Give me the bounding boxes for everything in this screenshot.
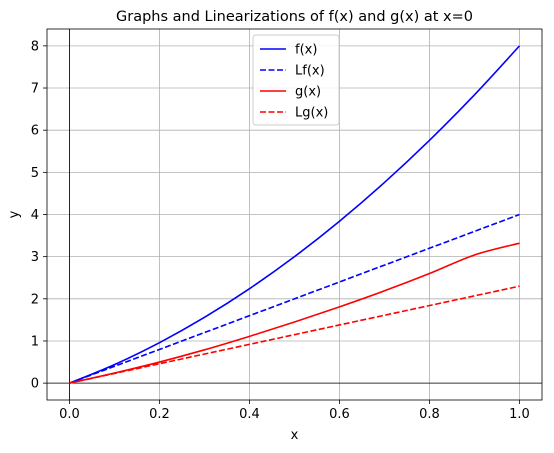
x-tick-label: 0.6 xyxy=(329,407,350,422)
legend-label: Lg(x) xyxy=(295,106,328,121)
x-tick-label: 0.0 xyxy=(59,407,80,422)
y-tick-label: 1 xyxy=(31,334,39,349)
legend-label: g(x) xyxy=(295,85,321,100)
series-line-fx xyxy=(69,45,521,384)
x-tick-label: 0.2 xyxy=(149,407,170,422)
series-line-lfx xyxy=(69,213,520,384)
legend: f(x) Lf(x) g(x) Lg(x) xyxy=(252,34,340,126)
y-tick-label: 0 xyxy=(31,377,39,392)
x-axis-label: x xyxy=(291,428,299,443)
y-tick-label: 2 xyxy=(31,292,39,307)
series xyxy=(69,45,521,384)
legend-label: f(x) xyxy=(295,43,317,58)
y-tick-label: 8 xyxy=(31,39,39,54)
y-tick-label: 5 xyxy=(31,166,39,181)
legend-label: Lf(x) xyxy=(295,64,325,79)
x-tick-label: 1.0 xyxy=(509,407,530,422)
series-line-gx xyxy=(69,242,520,384)
ticks: 0.0 0.2 0.4 0.6 0.8 1.0 0 1 2 3 4 5 6 7 8 xyxy=(31,39,530,422)
y-tick-label: 7 xyxy=(31,82,39,97)
x-tick-label: 0.8 xyxy=(419,407,440,422)
y-tick-label: 6 xyxy=(31,124,39,139)
legend-box xyxy=(252,34,340,126)
y-tick-label: 3 xyxy=(31,250,39,265)
series-line-lgx xyxy=(69,285,520,384)
reference-lines xyxy=(47,29,542,400)
x-tick-label: 0.4 xyxy=(239,407,260,422)
y-axis-label: y xyxy=(7,210,22,218)
y-tick-label: 4 xyxy=(31,208,39,223)
chart-title: Graphs and Linearizations of f(x) and g(… xyxy=(116,9,473,25)
